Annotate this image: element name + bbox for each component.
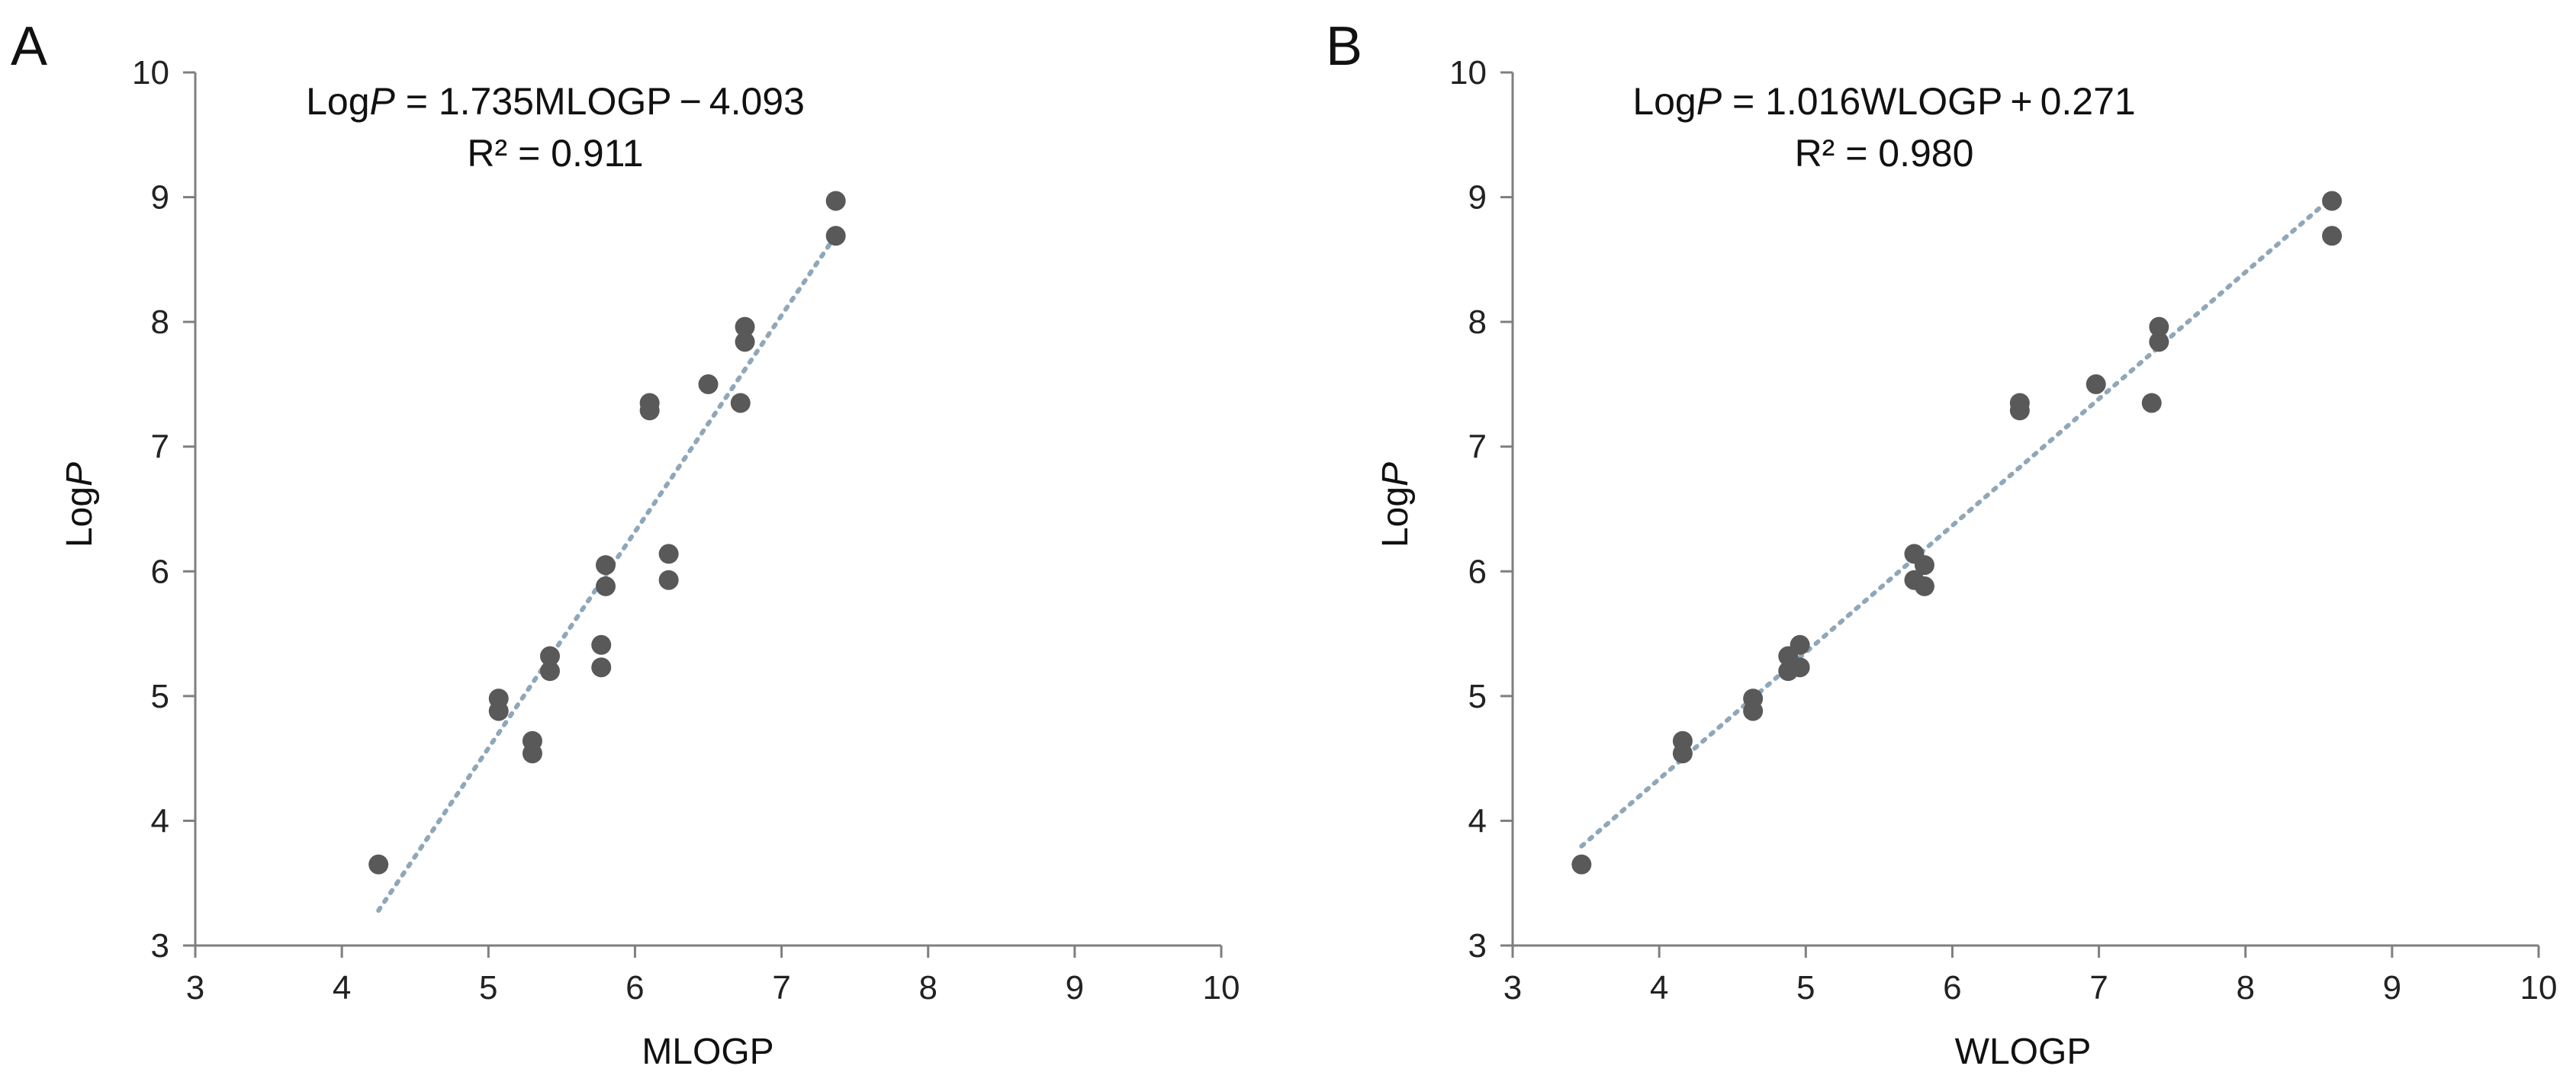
- x-tick-label: 8: [918, 969, 937, 1007]
- y-tick-label: 5: [151, 678, 169, 715]
- regression-equation-b: LogP = 1.016WLOGP + 0.271: [1632, 80, 2135, 123]
- data-point: [730, 393, 751, 413]
- points-layer-b: [1571, 191, 2343, 875]
- data-point: [639, 400, 660, 421]
- r-squared-b: R² = 0.980: [1795, 132, 1974, 175]
- data-point: [2009, 400, 2030, 421]
- data-point: [825, 191, 846, 211]
- x-tick-label: 10: [1203, 969, 1240, 1007]
- x-axis-title-a: MLOGP: [642, 1032, 773, 1072]
- y-tick-label: 6: [151, 553, 169, 590]
- data-point: [488, 701, 509, 721]
- data-point: [735, 316, 755, 337]
- x-axis-title-b: WLOGP: [1955, 1032, 2092, 1072]
- data-point: [2086, 374, 2106, 394]
- data-point: [1914, 576, 1934, 596]
- y-tick-label: 4: [151, 802, 169, 840]
- x-tick-label: 7: [772, 969, 790, 1007]
- y-tick-label: 4: [1468, 802, 1487, 840]
- data-point: [539, 646, 560, 666]
- y-tick-label: 8: [151, 303, 169, 341]
- x-tick-label: 5: [1796, 969, 1815, 1007]
- x-tick-label: 7: [2089, 969, 2108, 1007]
- ticks-b: 3 4 5 6 7 8 9 10 3 4 5 6 7 8 9 10: [1449, 54, 2557, 1007]
- x-tick-label: 4: [333, 969, 351, 1007]
- x-tick-label: 8: [2236, 969, 2254, 1007]
- data-point: [591, 657, 612, 678]
- regression-equation-a: LogP = 1.735MLOGP − 4.093: [306, 80, 805, 123]
- x-tick-label: 6: [1943, 969, 1961, 1007]
- data-point: [1743, 701, 1764, 721]
- data-point: [596, 555, 616, 576]
- data-point: [2322, 226, 2343, 246]
- y-tick-label: 3: [1468, 927, 1487, 965]
- y-tick-label: 9: [1468, 179, 1487, 217]
- data-point: [1672, 743, 1693, 764]
- panel-a: A LogP = 1.735MLOGP − 4.093 R² = 0.911 3…: [11, 16, 1240, 1072]
- y-axis-title-b: LogP: [1375, 462, 1416, 547]
- x-tick-label: 6: [626, 969, 644, 1007]
- data-point: [658, 544, 679, 564]
- x-tick-label: 3: [186, 969, 204, 1007]
- data-point: [698, 374, 719, 394]
- y-tick-label: 7: [151, 429, 169, 466]
- panel-letter-a: A: [11, 16, 47, 77]
- y-tick-label: 5: [1468, 678, 1487, 715]
- data-point: [1790, 657, 1810, 678]
- y-tick-label: 9: [151, 179, 169, 217]
- data-point: [658, 570, 679, 590]
- points-layer-a: [368, 191, 846, 875]
- axes-b: [1511, 72, 2539, 947]
- y-tick-label: 10: [132, 54, 169, 92]
- y-tick-label: 3: [151, 927, 169, 965]
- data-point: [1914, 555, 1934, 576]
- data-point: [596, 576, 616, 596]
- panel-b: B LogP = 1.016WLOGP + 0.271 R² = 0.980 3…: [1326, 16, 2557, 1072]
- data-point: [591, 634, 612, 655]
- data-point: [1790, 634, 1810, 655]
- data-point: [522, 743, 542, 764]
- x-tick-label: 9: [1066, 969, 1084, 1007]
- data-point: [539, 661, 560, 682]
- r-squared-a: R² = 0.911: [467, 132, 643, 175]
- x-tick-label: 10: [2520, 969, 2558, 1007]
- y-tick-label: 6: [1468, 553, 1487, 590]
- trendline-layer-b: [1579, 194, 2335, 849]
- axes-a: [194, 72, 1221, 947]
- data-point: [825, 226, 846, 246]
- y-axis-title-a: LogP: [59, 462, 100, 547]
- x-tick-label: 4: [1650, 969, 1668, 1007]
- y-tick-label: 8: [1468, 303, 1487, 341]
- x-tick-label: 5: [479, 969, 497, 1007]
- x-tick-label: 9: [2383, 969, 2401, 1007]
- data-point: [2322, 191, 2343, 211]
- data-point: [735, 332, 755, 352]
- data-point: [2149, 316, 2169, 337]
- y-tick-label: 10: [1449, 54, 1487, 92]
- y-tick-label: 7: [1468, 429, 1487, 466]
- data-point: [2149, 332, 2169, 352]
- data-point: [2141, 393, 2162, 413]
- data-point: [368, 854, 389, 875]
- x-tick-label: 3: [1503, 969, 1522, 1007]
- panel-letter-b: B: [1326, 16, 1362, 77]
- data-point: [1571, 854, 1592, 875]
- trendline-b: [1579, 194, 2335, 849]
- ticks-a: 3 4 5 6 7 8 9 10 3 4 5 6 7 8 9 10: [132, 54, 1240, 1007]
